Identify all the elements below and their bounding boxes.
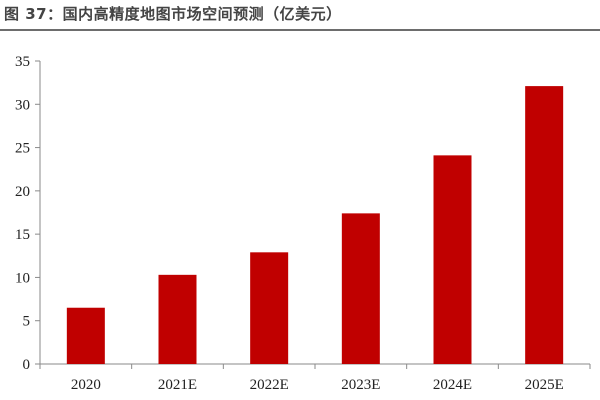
y-tick-label: 0 <box>23 357 31 373</box>
y-tick-label: 20 <box>15 184 30 200</box>
x-axis: 2020 2021E 2022E 2023E 2024E 2025E <box>39 363 591 393</box>
bar-2023e <box>341 213 380 364</box>
x-tick-label: 2020 <box>71 377 101 393</box>
y-tick-label: 35 <box>15 54 30 70</box>
x-tick-label: 2023E <box>341 377 380 393</box>
title-divider <box>0 29 600 31</box>
x-tick-label: 2025E <box>525 377 564 393</box>
y-tick-label: 30 <box>15 97 30 113</box>
y-tick-label: 5 <box>23 314 31 330</box>
x-tick-label: 2021E <box>158 377 197 393</box>
bar-2021e <box>158 274 197 364</box>
bar-2024e <box>433 155 472 364</box>
bar-series <box>66 86 564 364</box>
x-tick-label: 2022E <box>250 377 289 393</box>
chart-title: 图 37：国内高精度地图市场空间预测（亿美元） <box>4 5 342 23</box>
y-tick-label: 25 <box>15 141 30 157</box>
bar-2025e <box>525 86 564 364</box>
x-tick-label: 2024E <box>433 377 472 393</box>
y-axis: 0 5 10 15 20 25 30 35 <box>15 54 41 373</box>
y-tick-label: 10 <box>15 270 30 286</box>
bar-2020 <box>66 307 105 364</box>
bar-2022e <box>250 252 289 364</box>
y-tick-label: 15 <box>15 227 30 243</box>
